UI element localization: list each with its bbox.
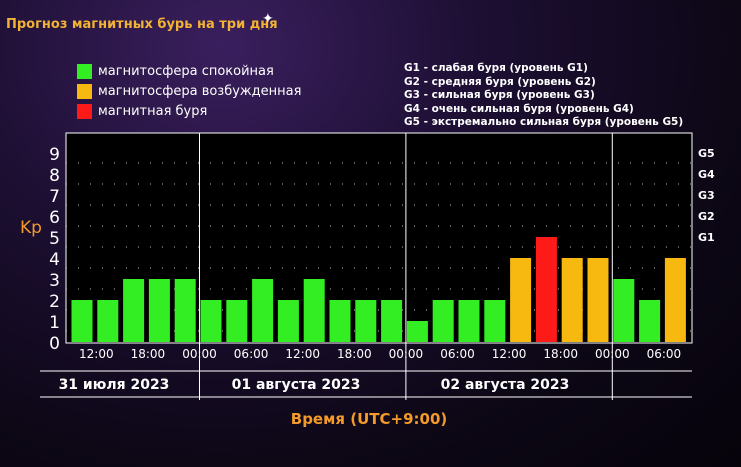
storm-level-g2: G2 - средняя буря (уровень G2): [404, 75, 596, 88]
kp-bar: [510, 258, 532, 342]
kp-bar: [535, 237, 557, 342]
legend-label-quiet: магнитосфера спокойная: [98, 63, 274, 79]
chart-legend: магнитосфера спокойная магнитосфера возб…: [77, 61, 301, 121]
x-tick-label: 06:00: [440, 347, 475, 361]
x-tick-label: 00:00: [182, 347, 217, 361]
kp-bar: [639, 300, 661, 342]
x-tick-label: 12:00: [492, 347, 527, 361]
kp-bar: [613, 279, 635, 342]
star-icon: ✦: [262, 11, 274, 27]
kp-bar: [664, 258, 686, 342]
x-tick-label: 18:00: [131, 347, 166, 361]
x-tick-label: 12:00: [285, 347, 320, 361]
y-tick-label: 4: [49, 250, 60, 270]
kp-bar: [71, 300, 93, 342]
kp-bar: [329, 300, 351, 342]
kp-bar: [381, 300, 403, 342]
kp-bar: [97, 300, 119, 342]
x-tick-label: 06:00: [647, 347, 682, 361]
g-level-tick-label: G4: [698, 168, 715, 181]
kp-bar: [484, 300, 506, 342]
kp-bar: [303, 279, 325, 342]
legend-item-quiet: магнитосфера спокойная: [77, 61, 301, 81]
x-tick-label: 00:00: [389, 347, 424, 361]
g-level-tick-label: G2: [698, 210, 715, 223]
y-tick-label: 6: [49, 208, 60, 228]
kp-bar: [432, 300, 454, 342]
kp-bar: [200, 300, 222, 342]
x-tick-label: 12:00: [79, 347, 114, 361]
y-tick-label: 8: [49, 166, 60, 186]
legend-item-storm: магнитная буря: [77, 101, 301, 121]
date-label: 01 августа 2023: [232, 377, 361, 393]
kp-bar: [355, 300, 377, 342]
kp-bar: [148, 279, 170, 342]
y-tick-label: 7: [49, 187, 60, 207]
y-tick-label: 1: [49, 313, 60, 333]
x-tick-label: 06:00: [234, 347, 269, 361]
kp-bar: [561, 258, 583, 342]
kp-bar: [226, 300, 248, 342]
storm-level-g1: G1 - слабая буря (уровень G1): [404, 62, 588, 74]
g-level-tick-label: G5: [698, 147, 715, 160]
kp-bar: [277, 300, 299, 342]
date-label: 02 августа 2023: [441, 377, 570, 393]
y-tick-label: 9: [49, 145, 60, 165]
x-tick-label: 18:00: [543, 347, 578, 361]
kp-bar: [587, 258, 609, 342]
storm-level-g4: G4 - очень сильная буря (уровень G4): [404, 102, 634, 115]
y-tick-label: 5: [49, 229, 60, 249]
kp-bar: [252, 279, 274, 342]
kp-bar: [174, 279, 196, 342]
x-axis-title: Время (UTC+9:00): [291, 410, 447, 428]
kp-bar: [123, 279, 145, 342]
kp-bar: [406, 321, 428, 342]
y-tick-label: 0: [49, 334, 60, 354]
y-tick-label: 2: [49, 292, 60, 312]
legend-item-active: магнитосфера возбужденная: [77, 81, 301, 101]
storm-level-legend: G1 - слабая буря (уровень G1) G2 - средн…: [404, 62, 683, 130]
g-level-tick-label: G1: [698, 231, 715, 244]
legend-swatch-active: [77, 83, 92, 99]
storm-level-g3: G3 - сильная буря (уровень G3): [404, 89, 595, 101]
legend-label-active: магнитосфера возбужденная: [98, 83, 302, 99]
date-label: 31 июля 2023: [59, 377, 170, 393]
page-title: Прогноз магнитных бурь на три дня: [6, 17, 278, 32]
storm-level-g5: G5 - экстремально сильная буря (уровень …: [404, 116, 684, 128]
y-axis-label: Kp: [20, 218, 42, 238]
x-tick-label: 00:00: [595, 347, 630, 361]
legend-swatch-quiet: [77, 63, 92, 79]
x-tick-label: 18:00: [337, 347, 372, 361]
y-tick-label: 3: [49, 271, 60, 291]
legend-swatch-storm: [77, 103, 92, 119]
kp-bar: [458, 300, 480, 342]
legend-label-storm: магнитная буря: [98, 103, 208, 119]
g-level-tick-label: G3: [698, 189, 715, 202]
